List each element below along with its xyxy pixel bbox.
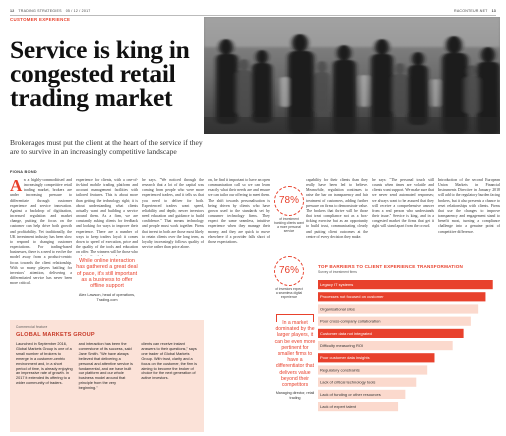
chart-category-label: Legacy IT systems xyxy=(320,282,353,287)
chart-bar xyxy=(318,341,453,351)
chart-category-label: Customer data not integrated xyxy=(320,331,372,336)
chart-category-label: Difficulty measuring ROI xyxy=(320,343,363,348)
sponsor-text: Launched in September 2016, Global Marke… xyxy=(16,342,73,386)
barriers-chart: TOP BARRIERS TO CLIENT EXPERIENCE TRANSF… xyxy=(318,264,500,432)
chart-category-label: Poor cross-company collaboration xyxy=(320,319,380,324)
chart-bar xyxy=(318,280,493,290)
sponsor-tag: Commercial feature xyxy=(16,325,48,329)
stat-ring: 76% xyxy=(274,256,304,286)
stat-callout: 78% of investment banking clients want a… xyxy=(274,186,304,233)
article-text: Introduction of the second European Unio… xyxy=(438,178,500,234)
quote-bracket xyxy=(276,314,314,322)
article-text: he says. "We noticed through the researc… xyxy=(142,178,204,250)
chart-category-label: Poor customer data insights xyxy=(320,355,370,360)
article-column-5: capability for their clients than they r… xyxy=(306,178,368,262)
article-text: capability for their clients than they r… xyxy=(306,178,368,239)
chart-subtitle: Survey of investment firms xyxy=(318,270,357,274)
page-header: 12 TRADING STRATEGIES 05 / 12 / 2017 RAC… xyxy=(10,6,496,16)
sponsor-box: Commercial feature GLOBAL MARKETS GROUP … xyxy=(10,320,204,432)
article-text: n a highly-commoditised and increasingly… xyxy=(10,178,72,286)
chart-bar xyxy=(318,304,479,314)
article-text: experience for clients, with a one-of-it… xyxy=(76,178,138,256)
byline: FIONA BOND xyxy=(10,170,37,174)
chart-category-label: Lack of expert talent xyxy=(320,404,357,409)
sidebar-quote-source: Managing director, retail trading xyxy=(275,391,315,400)
chart-category-label: Processes not focused on customer xyxy=(320,294,384,299)
drop-cap: A xyxy=(10,178,23,195)
pull-quote-attribution: Alex Lawson, head of operations, Trading… xyxy=(78,293,136,303)
chart-category-label: Regulatory constraints xyxy=(320,367,360,372)
chart-bar xyxy=(318,377,417,387)
article-text: on, he find it important to have an open… xyxy=(208,178,270,244)
chart-title: TOP BARRIERS TO CLIENT EXPERIENCE TRANSF… xyxy=(318,264,464,269)
article-column-7: Introduction of the second European Unio… xyxy=(438,178,500,262)
article-column-4: on, he find it important to have an open… xyxy=(208,178,270,432)
stat-value: 78% xyxy=(278,195,299,206)
chart-category-label: Organisational silos xyxy=(320,306,355,311)
chart-bar xyxy=(318,353,435,363)
stat-ring: 78% xyxy=(274,186,304,216)
pull-quote: While online interaction has gathered a … xyxy=(76,258,138,303)
article-text: he says: "The personal touch still count… xyxy=(372,178,434,229)
headline: Service is king in congested retail trad… xyxy=(10,35,190,112)
chart-category-label: Lack of critical technology tools xyxy=(320,380,375,385)
chart-bar xyxy=(318,402,399,412)
stat-value: 76% xyxy=(278,265,299,276)
article-column-6: he says: "The personal touch still count… xyxy=(372,178,434,262)
page-number: 12 xyxy=(10,8,15,13)
publication-name: TRADING STRATEGIES xyxy=(18,8,62,13)
article-column-2: experience for clients, with a one-of-it… xyxy=(76,178,138,256)
chart-bar xyxy=(318,389,406,399)
chart-bar xyxy=(318,292,486,302)
site-name: RACONTEUR.NET xyxy=(454,8,488,13)
page-number-right: 13 xyxy=(491,8,496,13)
crowd-photo xyxy=(204,17,500,134)
standfirst: Brokerages must put the client at the he… xyxy=(10,138,203,156)
chart-bar xyxy=(318,328,464,338)
chart-plot: Legacy IT systems Processes not focused o… xyxy=(318,280,493,412)
stat-caption: of investment banking clients want a mor… xyxy=(274,217,304,233)
publication-date: 05 / 12 / 2017 xyxy=(65,8,91,13)
chart-category-label: Lack of funding or other resources xyxy=(320,392,381,397)
pull-quote-text: While online interaction has gathered a … xyxy=(76,258,138,290)
chart-bar xyxy=(318,365,428,375)
section-label: CUSTOMER EXPERIENCE xyxy=(10,17,71,22)
stat-callout: 76% of investors expect a seamless digit… xyxy=(274,256,304,299)
stat-caption: of investors expect a seamless digital e… xyxy=(275,287,303,299)
article-column-3: he says. "We noticed through the researc… xyxy=(142,178,204,316)
chart-bar xyxy=(318,316,471,326)
sidebar-quote-text: In a market dominated by the larger play… xyxy=(274,320,316,389)
sponsor-title: GLOBAL MARKETS GROUP xyxy=(16,332,95,338)
sidebar-quote: In a market dominated by the larger play… xyxy=(274,314,316,400)
sponsor-text: clients can receive instant answers to t… xyxy=(141,342,198,381)
sponsor-text: and interaction has been the cornerstone… xyxy=(78,342,133,391)
